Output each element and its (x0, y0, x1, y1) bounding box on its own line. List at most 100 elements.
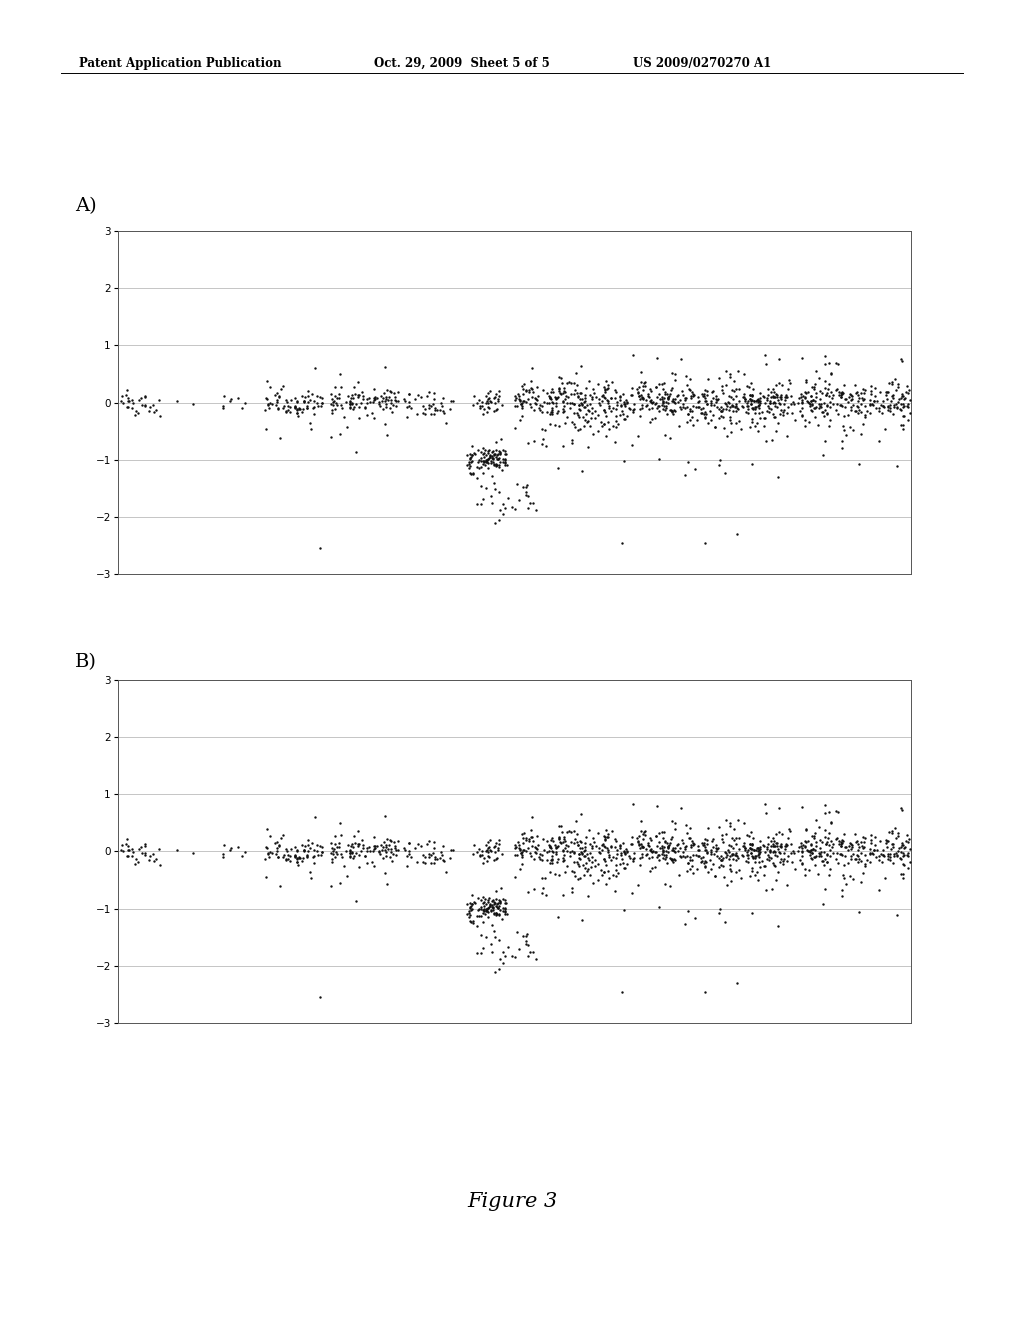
Point (258, 388, 274, 409)
Point (566, 393, 583, 414)
Point (657, 383, 674, 404)
Point (489, 449, 506, 470)
Point (299, 846, 315, 867)
Point (514, 396, 530, 417)
Point (660, 837, 677, 858)
Point (739, 851, 756, 873)
Point (673, 399, 689, 420)
Point (820, 834, 837, 855)
Point (634, 395, 650, 416)
Point (570, 395, 587, 416)
Point (510, 383, 526, 404)
Point (549, 403, 565, 424)
Point (797, 409, 813, 430)
Point (461, 907, 477, 928)
Point (480, 891, 497, 912)
Point (884, 822, 900, 843)
Point (603, 837, 620, 858)
Point (290, 840, 306, 861)
Point (758, 430, 774, 451)
Point (887, 368, 903, 389)
Point (603, 849, 620, 870)
Point (587, 407, 603, 428)
Point (736, 836, 753, 857)
Point (786, 393, 803, 414)
Point (375, 387, 391, 408)
Point (746, 399, 763, 420)
Point (793, 833, 809, 854)
Point (570, 420, 587, 441)
Point (680, 379, 696, 400)
Point (271, 836, 288, 857)
Point (572, 418, 589, 440)
Point (707, 417, 723, 438)
Point (378, 396, 394, 417)
Point (462, 447, 478, 469)
Point (481, 440, 498, 461)
Point (814, 401, 830, 422)
Point (361, 392, 378, 413)
Point (483, 492, 500, 513)
Point (799, 832, 815, 853)
Point (584, 388, 600, 409)
Point (523, 836, 540, 857)
Point (462, 904, 478, 925)
Point (694, 834, 711, 855)
Point (748, 391, 764, 412)
Point (486, 393, 503, 414)
Point (591, 841, 607, 862)
Point (512, 838, 528, 859)
Point (575, 865, 592, 886)
Point (696, 828, 713, 849)
Point (686, 384, 702, 405)
Point (803, 391, 819, 412)
Point (885, 388, 901, 409)
Point (792, 387, 808, 408)
Point (474, 454, 490, 475)
Point (721, 847, 737, 869)
Point (541, 841, 557, 862)
Point (722, 367, 738, 388)
Point (757, 393, 773, 414)
Point (798, 370, 814, 391)
Point (366, 389, 382, 411)
Point (652, 388, 669, 409)
Point (811, 843, 827, 865)
Point (848, 383, 864, 404)
Point (773, 833, 790, 854)
Point (684, 832, 700, 853)
Point (260, 842, 276, 863)
Point (484, 449, 501, 470)
Point (120, 840, 136, 861)
Point (566, 380, 583, 401)
Point (699, 829, 716, 850)
Point (794, 397, 810, 418)
Point (465, 463, 481, 484)
Point (724, 828, 740, 849)
Point (817, 384, 834, 405)
Point (380, 389, 396, 411)
Point (486, 927, 503, 948)
Point (761, 401, 777, 422)
Point (477, 440, 494, 461)
Point (855, 383, 871, 404)
Point (811, 397, 827, 418)
Point (497, 904, 513, 925)
Point (836, 418, 852, 440)
Point (120, 846, 136, 867)
Point (476, 450, 493, 471)
Point (896, 388, 912, 409)
Point (327, 825, 343, 846)
Point (381, 834, 397, 855)
Point (325, 849, 341, 870)
Point (594, 385, 610, 407)
Point (765, 387, 781, 408)
Point (492, 500, 508, 521)
Point (752, 838, 768, 859)
Point (816, 400, 833, 421)
Point (473, 396, 489, 417)
Point (683, 400, 699, 421)
Point (667, 401, 683, 422)
Point (120, 387, 136, 408)
Point (594, 840, 610, 861)
